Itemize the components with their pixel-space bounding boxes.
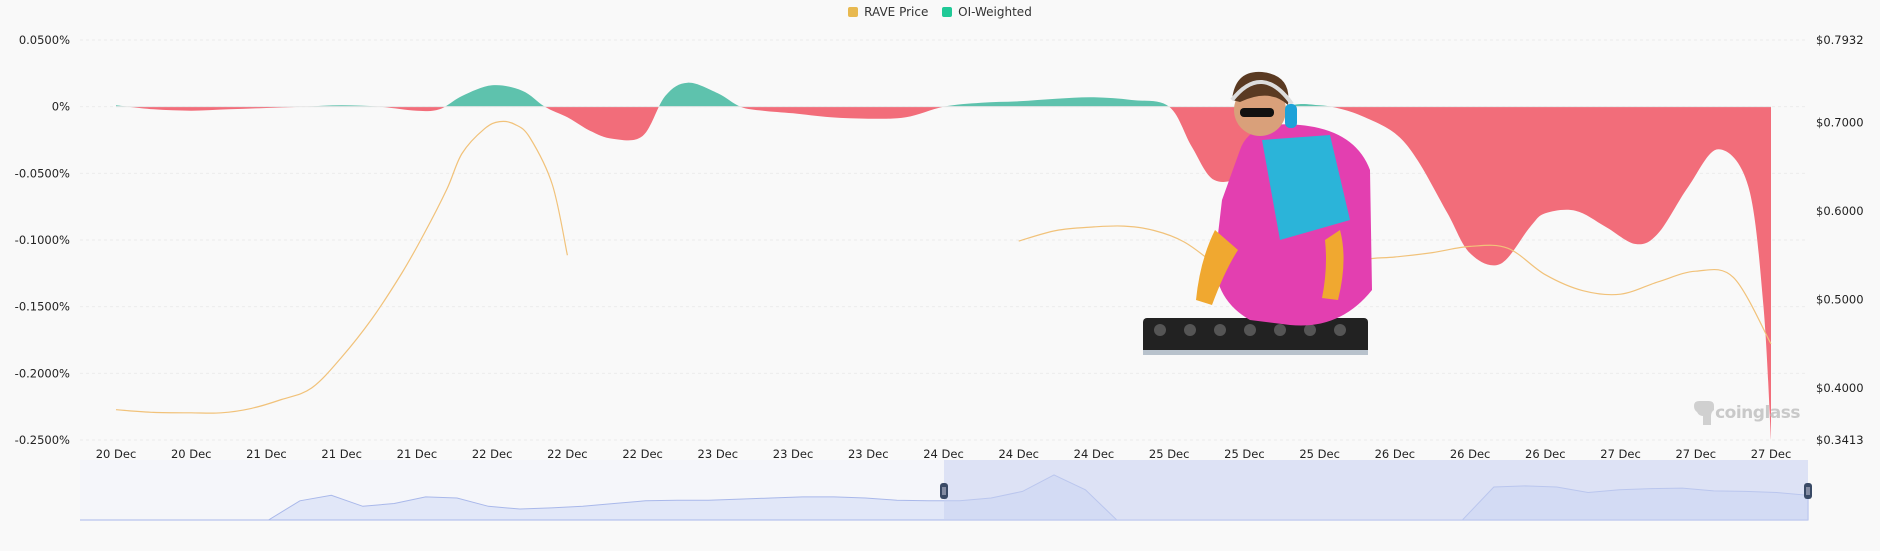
dj-headphone-cup (1285, 104, 1297, 128)
dj-sleeve (1322, 230, 1344, 300)
legend-label: RAVE Price (864, 5, 929, 19)
dj-knob (1334, 324, 1346, 336)
x-tick-label: 26 Dec (1375, 447, 1416, 461)
price-segment (115, 120, 568, 414)
x-tick-label: 24 Dec (998, 447, 1039, 461)
dj-sunglasses (1240, 108, 1274, 117)
y-right-tick-label: $0.6000 (1816, 204, 1864, 218)
range-navigator[interactable] (80, 460, 1812, 521)
dj-illustration (1143, 71, 1372, 355)
navigator-right-handle[interactable] (1804, 483, 1812, 499)
y-left-tick-label: -0.1000% (15, 233, 70, 247)
x-tick-label: 21 Dec (321, 447, 362, 461)
price-segment (1018, 225, 1772, 345)
legend-item-oi-weighted[interactable]: OI-Weighted (942, 5, 1032, 19)
x-tick-label: 26 Dec (1525, 447, 1566, 461)
x-tick-label: 23 Dec (848, 447, 889, 461)
x-axis: 20 Dec 20 Dec 21 Dec 21 Dec 21 Dec 22 Dec 22 D… (96, 447, 1792, 461)
handle-grip-icon (940, 483, 948, 499)
y-right-tick-label: $0.7932 (1816, 33, 1864, 47)
y-right-tick-label: $0.3413 (1816, 433, 1864, 447)
legend-swatch-icon (848, 7, 859, 17)
y-right-tick-label: $0.5000 (1816, 293, 1864, 307)
legend: RAVE Price OI-Weighted (0, 5, 1880, 20)
x-tick-label: 21 Dec (246, 447, 287, 461)
x-tick-label: 25 Dec (1149, 447, 1190, 461)
x-tick-label: 27 Dec (1600, 447, 1641, 461)
x-tick-label: 25 Dec (1299, 447, 1340, 461)
watermark-text: coinglass (1715, 403, 1800, 423)
legend-label: OI-Weighted (958, 5, 1032, 19)
legend-item-rave-price[interactable]: RAVE Price (848, 5, 928, 19)
x-tick-label: 27 Dec (1751, 447, 1792, 461)
coinglass-logo-icon (1694, 401, 1715, 425)
grid-lines (80, 39, 1808, 441)
y-left-tick-label: -0.2500% (15, 433, 70, 447)
y-left-tick-label: -0.1500% (15, 300, 70, 314)
x-tick-label: 20 Dec (96, 447, 137, 461)
right-y-axis: $0.7932 $0.7000 $0.6000 $0.5000 $0.4000 $0.34… (1816, 33, 1864, 447)
x-tick-label: 21 Dec (397, 447, 438, 461)
oi-negative-area (116, 106, 1771, 440)
legend-swatch-icon (942, 7, 953, 17)
y-left-tick-label: 0.0500% (19, 33, 70, 47)
dj-hair (1232, 71, 1289, 105)
y-left-tick-label: 0% (52, 100, 70, 114)
x-tick-label: 27 Dec (1675, 447, 1716, 461)
x-tick-label: 20 Dec (171, 447, 212, 461)
navigator-left-handle[interactable] (940, 483, 948, 499)
x-tick-label: 22 Dec (547, 447, 588, 461)
dj-knob (1214, 324, 1226, 336)
dj-knob (1274, 324, 1286, 336)
coinglass-watermark: coinglass (1691, 400, 1800, 426)
oi-weighted-area (116, 82, 1771, 440)
y-left-tick-label: -0.0500% (15, 166, 70, 180)
x-tick-label: 24 Dec (1074, 447, 1115, 461)
x-tick-label: 22 Dec (622, 447, 663, 461)
y-right-tick-label: $0.4000 (1816, 381, 1864, 395)
dj-knob (1154, 324, 1166, 336)
y-left-tick-label: -0.2000% (15, 366, 70, 380)
handle-grip-icon (1804, 483, 1812, 499)
x-tick-label: 25 Dec (1224, 447, 1265, 461)
dj-jacket-panel (1262, 135, 1350, 240)
dj-headphones (1230, 80, 1294, 106)
dj-knob (1304, 324, 1316, 336)
x-tick-label: 23 Dec (773, 447, 814, 461)
oi-positive-area (116, 82, 1331, 107)
x-tick-label: 26 Dec (1450, 447, 1491, 461)
dj-controller (1143, 318, 1368, 354)
dj-controller-base (1143, 350, 1368, 355)
x-tick-label: 22 Dec (472, 447, 513, 461)
y-right-tick-label: $0.7000 (1816, 115, 1864, 129)
left-y-axis: 0.0500% 0% -0.0500% -0.1000% -0.1500% -0.2000… (15, 33, 70, 447)
navigator-selected-range (944, 460, 1808, 520)
x-tick-label: 24 Dec (923, 447, 964, 461)
dj-knob (1184, 324, 1196, 336)
dj-knob (1244, 324, 1256, 336)
dj-sleeve (1196, 230, 1238, 305)
x-tick-label: 23 Dec (698, 447, 739, 461)
